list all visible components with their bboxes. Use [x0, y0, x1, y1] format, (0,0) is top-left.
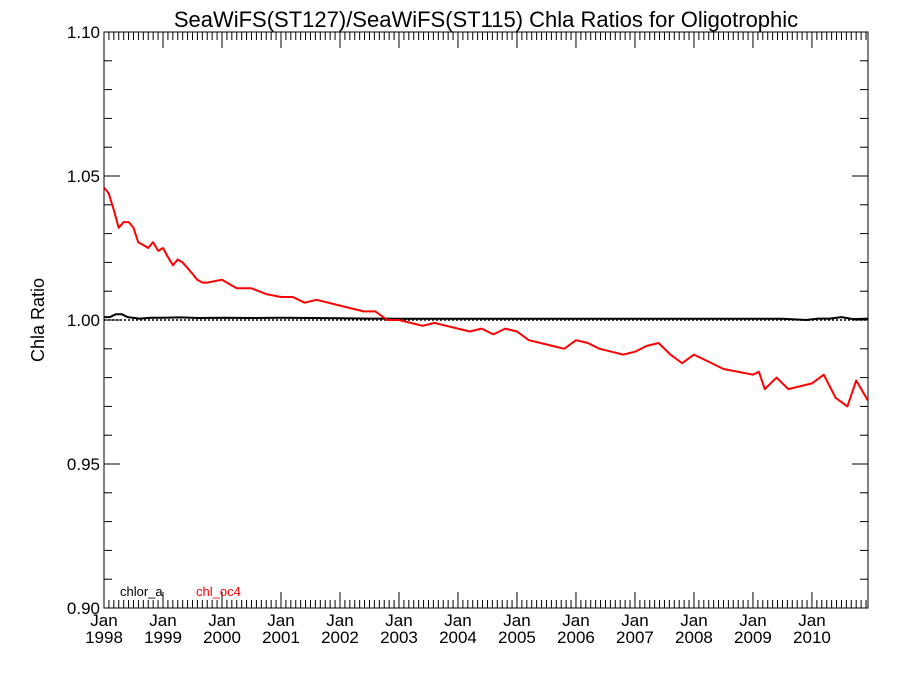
x-tick-label-year: 2009 — [734, 628, 772, 647]
x-tick-label-month: Jan — [326, 611, 353, 630]
y-tick-label: 1.10 — [67, 23, 100, 42]
x-tick-label-month: Jan — [621, 611, 648, 630]
x-tick-label-year: 1999 — [144, 628, 182, 647]
x-tick-label-year: 2008 — [675, 628, 713, 647]
x-tick-label-year: 2001 — [262, 628, 300, 647]
x-tick-label-month: Jan — [149, 611, 176, 630]
x-tick-label-month: Jan — [798, 611, 825, 630]
x-tick-label-month: Jan — [208, 611, 235, 630]
y-axis-label: Chla Ratio — [28, 278, 48, 362]
x-tick-label-month: Jan — [444, 611, 471, 630]
plot-area: 0.900.951.001.051.10Jan1998Jan1999Jan200… — [67, 23, 869, 647]
chart-title: SeaWiFS(ST127)/SeaWiFS(ST115) Chla Ratio… — [174, 7, 798, 32]
x-tick-label-year: 1998 — [85, 628, 123, 647]
y-tick-label: 1.05 — [67, 167, 100, 186]
x-tick-label-month: Jan — [562, 611, 589, 630]
x-tick-label-year: 2002 — [321, 628, 359, 647]
x-tick-label-year: 2004 — [439, 628, 477, 647]
x-tick-label-year: 2003 — [380, 628, 418, 647]
x-tick-label-month: Jan — [267, 611, 294, 630]
x-tick-label-year: 2007 — [616, 628, 654, 647]
y-tick-label: 0.95 — [67, 455, 100, 474]
x-tick-label-year: 2000 — [203, 628, 241, 647]
series-line-chlor_a — [104, 313, 869, 321]
x-tick-label-month: Jan — [739, 611, 766, 630]
legend-entry-chlor_a: chlor_a — [120, 584, 163, 599]
y-tick-label: 1.00 — [67, 311, 100, 330]
legend-entry-chl_oc4: chl_oc4 — [196, 584, 241, 599]
x-tick-label-month: Jan — [503, 611, 530, 630]
x-tick-label-month: Jan — [680, 611, 707, 630]
x-tick-label-year: 2005 — [498, 628, 536, 647]
x-tick-label-month: Jan — [385, 611, 412, 630]
x-tick-label-year: 2006 — [557, 628, 595, 647]
x-tick-label-year: 2010 — [793, 628, 831, 647]
x-tick-label-month: Jan — [90, 611, 117, 630]
series-line-chl_oc4 — [103, 186, 869, 408]
y-tick-label: 0.90 — [67, 599, 100, 618]
